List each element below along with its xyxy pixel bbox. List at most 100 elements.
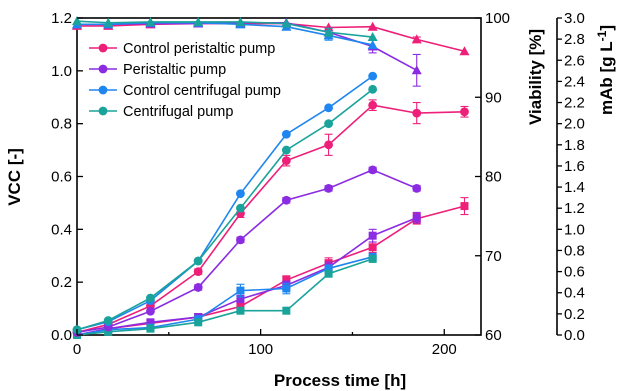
data-point-circle [193,283,203,292]
data-point-circle [236,235,245,245]
data-point-circle [460,107,469,117]
vcc-axis-title: VCC [-] [5,148,24,206]
mab-tick-label: 2.0 [564,116,585,133]
legend: Control peristaltic pump Peristaltic pump… [89,41,281,120]
data-point-square [368,231,377,240]
data-point-triangle [281,18,292,28]
data-point-square [460,202,469,211]
axes-group: 0 100 200 0.0 0.2 0.4 0.6 0.8 1.0 1.2 60 70 80 90 100 0… [51,10,585,358]
series-line [76,104,465,334]
data-point-square [282,276,291,285]
legend-marker [98,43,108,53]
series-vcc-centrifugal [72,84,378,335]
data-point-circle [236,203,245,213]
data-point-circle [412,108,422,118]
series-line [76,256,373,336]
data-point-square [146,318,155,327]
mab-axis-title-end: ] [597,25,616,31]
mab-axis-title-sup: -1 [595,30,609,41]
mab-tick-label: 2.8 [564,31,585,48]
data-point-square [236,295,245,304]
data-point-triangle [411,65,422,75]
data-point-square [104,327,113,336]
mab-tick-label: 0.6 [564,264,585,281]
data-point-triangle [235,16,246,26]
mab-tick-label: 0.4 [564,285,585,302]
data-point-square [236,306,245,315]
series-line [76,20,373,38]
data-point-circle [368,100,378,110]
x-tick-label: 100 [248,341,273,358]
data-point-triangle [411,34,422,44]
data-point-triangle [103,17,114,27]
series-line [76,205,465,336]
mab-tick-label: 0.2 [564,306,585,323]
data-point-square [282,306,291,315]
data-point-triangle [323,27,334,37]
viability-tick-label: 80 [485,169,502,186]
data-point-circle [281,156,291,166]
series-mab-control_centrifugal [73,252,377,339]
series-vcc-peristaltic [72,165,422,337]
mab-tick-label: 1.2 [564,200,585,217]
legend-label: Centrifugal pump [123,104,233,120]
data-point-square [236,286,245,295]
data-point-triangle [193,16,204,26]
data-point-circle [281,145,291,155]
data-point-triangle [72,16,82,26]
vcc-tick-label: 1.0 [51,63,72,80]
data-point-square [282,284,291,293]
data-point-triangle [145,16,156,26]
mab-axis-title-main: mAb [g L [597,41,616,115]
data-point-circle [324,183,333,193]
data-point-square [368,254,377,263]
legend-marker [98,106,108,116]
data-point-circle [281,195,291,205]
data-point-triangle [459,46,470,56]
viability-axis-title: Viability [%] [526,29,545,125]
data-point-circle [324,119,333,129]
mab-tick-label: 1.4 [564,179,585,196]
mab-tick-label: 1.0 [564,221,585,238]
x-tick-label: 200 [432,341,457,358]
legend-marker [98,64,108,74]
mab-tick-label: 1.8 [564,137,585,154]
vcc-tick-label: 0.2 [51,274,72,291]
data-point-square [146,324,155,333]
data-point-triangle [367,32,378,42]
data-point-triangle [367,39,378,49]
viability-tick-label: 60 [485,327,502,344]
series-vcc-control_peristaltic [72,99,469,337]
legend-label: Control peristaltic pump [123,41,275,57]
data-point-square [194,318,203,327]
vcc-tick-label: 0.0 [51,327,72,344]
data-point-square [236,302,245,311]
vcc-tick-label: 1.2 [51,10,72,27]
series-line [76,169,418,334]
data-point-circle [146,293,155,303]
x-tick-label: 0 [73,341,81,358]
mab-tick-label: 2.4 [564,73,585,90]
series-line [77,21,373,46]
series-line [76,75,374,331]
legend-label: Control centrifugal pump [123,83,281,99]
x-axis-title: Process time [h] [274,371,406,390]
mab-tick-label: 0.8 [564,242,585,259]
series-group [72,16,470,339]
mab-tick-label: 1.6 [564,158,585,175]
mab-tick-label: 3.0 [564,10,585,27]
viability-tick-label: 70 [485,248,502,265]
data-point-triangle [323,22,334,32]
vcc-tick-label: 0.6 [51,169,72,186]
data-point-circle [412,183,422,193]
data-point-square [412,213,421,222]
data-point-circle [368,71,378,81]
data-point-square [368,243,377,252]
mab-tick-label: 2.6 [564,52,585,69]
data-point-circle [103,316,113,325]
data-point-circle [193,256,203,266]
series-line [76,258,373,336]
vcc-tick-label: 0.8 [51,116,72,133]
mab-tick-label: 2.2 [564,95,585,112]
